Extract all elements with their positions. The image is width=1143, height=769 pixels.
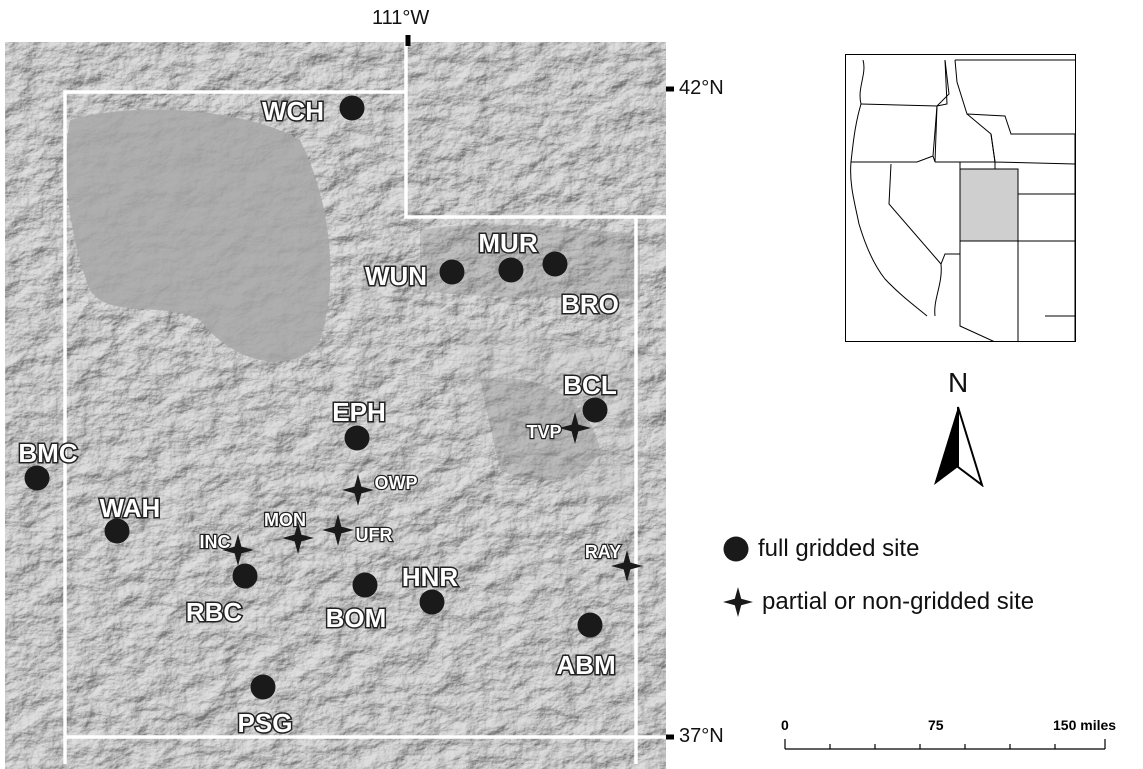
utah-border <box>63 42 666 764</box>
legend-item-partial: partial or non-gridded site <box>722 586 1034 618</box>
site-label-bom: BOM <box>326 603 387 633</box>
site-marker-tvp <box>559 412 591 444</box>
site-marker-ray <box>611 550 643 582</box>
site-marker-bmc <box>24 465 50 491</box>
site-label-wun: WUN <box>365 261 427 291</box>
site-marker-hnr <box>419 589 445 615</box>
site-label-inc: INC <box>200 532 231 552</box>
scale-bar <box>784 739 1106 750</box>
site-marker-eph <box>344 425 370 451</box>
lat-label-37n: 37°N <box>679 725 724 747</box>
site-marker-abm <box>577 612 603 638</box>
site-marker-psg <box>250 674 276 700</box>
site-marker-bro <box>542 251 568 277</box>
site-label-abm: ABM <box>556 650 615 680</box>
legend-label-partial: partial or non-gridded site <box>762 588 1035 615</box>
site-label-owp: OWP <box>375 473 418 493</box>
full-site-marker-icon <box>723 536 749 562</box>
site-label-wch: WCH <box>262 96 324 126</box>
site-label-eph: EPH <box>332 397 385 427</box>
site-marker-bom <box>352 572 378 598</box>
legend-item-full: full gridded site <box>722 535 919 563</box>
scale-label-0: 0 <box>781 717 789 733</box>
site-marker-inc <box>222 534 254 566</box>
site-label-ufr: UFR <box>356 525 393 545</box>
site-marker-bcl <box>582 397 608 423</box>
lon-label-111w: 111°W <box>372 7 430 29</box>
partial-site-marker-icon <box>723 587 753 617</box>
north-label: N <box>948 367 969 398</box>
inset-utah <box>959 168 1019 242</box>
site-label-ray: RAY <box>585 542 621 562</box>
scale-label-150: 150 miles <box>1053 717 1117 733</box>
site-marker-wch <box>339 95 365 121</box>
site-marker-ufr <box>322 514 354 546</box>
salt-flat-area <box>66 109 331 362</box>
site-label-bcl: BCL <box>563 370 617 400</box>
site-label-rbc: RBC <box>186 597 243 627</box>
site-marker-owp <box>342 474 374 506</box>
site-label-mon: MON <box>264 510 306 530</box>
north-arrow-icon <box>934 406 984 487</box>
site-marker-rbc <box>232 563 258 589</box>
legend-label-full: full gridded site <box>758 535 920 562</box>
site-label-psg: PSG <box>238 708 293 738</box>
site-label-bro: BRO <box>561 289 619 319</box>
site-labels: WCH WUN MUR BRO BCL TVP EPH BMC OWP WAH MON UFR INC R… <box>17 94 622 739</box>
site-label-bmc: BMC <box>18 438 77 468</box>
site-label-tvp: TVP <box>526 422 561 442</box>
site-markers <box>24 95 643 700</box>
site-marker-mur <box>498 257 524 283</box>
site-marker-wun <box>439 259 465 285</box>
site-label-wah: WAH <box>100 493 161 523</box>
scale-label-75: 75 <box>928 717 944 733</box>
site-marker-mon <box>282 522 314 554</box>
site-marker-wah <box>104 518 130 544</box>
site-label-hnr: HNR <box>402 562 459 592</box>
lat-label-42n: 42°N <box>679 77 724 99</box>
site-label-mur: MUR <box>478 228 537 258</box>
inset-locator-map <box>845 54 1076 342</box>
